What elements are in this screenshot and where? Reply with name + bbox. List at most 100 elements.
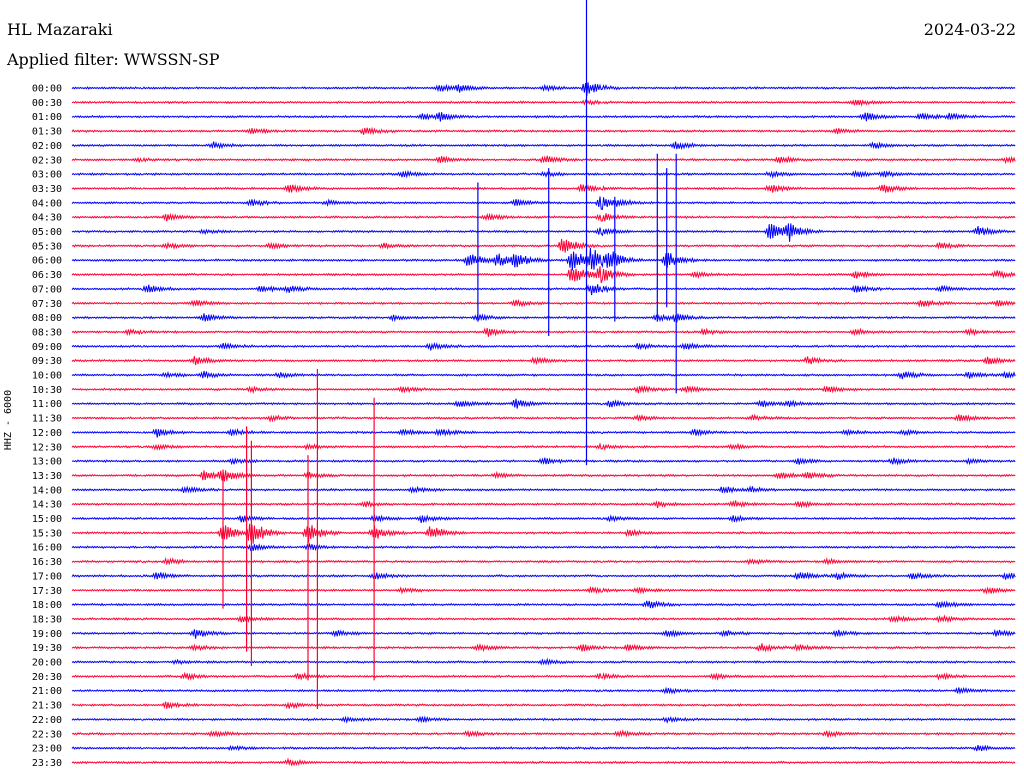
time-label: 21:30 bbox=[32, 701, 62, 712]
time-label: 19:30 bbox=[32, 643, 62, 654]
time-label: 10:00 bbox=[32, 371, 62, 382]
trace-row bbox=[71, 370, 1016, 380]
time-label: 20:00 bbox=[32, 658, 62, 669]
time-label: 01:30 bbox=[32, 127, 62, 138]
time-label: 07:00 bbox=[32, 284, 62, 295]
time-label: 18:30 bbox=[32, 614, 62, 625]
trace-row bbox=[71, 196, 1016, 211]
trace-row bbox=[71, 757, 1016, 767]
time-label: 09:00 bbox=[32, 342, 62, 353]
trace-row bbox=[71, 657, 1016, 666]
time-label: 02:00 bbox=[32, 141, 62, 152]
time-label: 11:00 bbox=[32, 399, 62, 410]
trace-row bbox=[71, 98, 1016, 107]
trace-row bbox=[71, 499, 1016, 509]
filter-label: Applied filter: bbox=[7, 50, 119, 69]
trace-row bbox=[71, 614, 1016, 624]
trace-row bbox=[71, 729, 1016, 738]
trace-rows bbox=[71, 82, 1016, 767]
trace-row bbox=[71, 542, 1016, 552]
time-label: 16:00 bbox=[32, 543, 62, 554]
trace-row bbox=[71, 457, 1016, 466]
trace-row bbox=[71, 341, 1016, 351]
time-label: 00:30 bbox=[32, 98, 62, 109]
trace-row bbox=[71, 183, 1016, 193]
trace-row bbox=[71, 398, 1016, 409]
time-label: 15:30 bbox=[32, 528, 62, 539]
trace-row bbox=[71, 470, 1016, 482]
trace-row bbox=[71, 642, 1016, 653]
trace-row bbox=[71, 513, 1016, 524]
channel-label: HHZ - 6000 bbox=[3, 389, 14, 451]
time-label: 22:00 bbox=[32, 715, 62, 726]
time-label: 18:00 bbox=[32, 600, 62, 611]
time-label: 03:30 bbox=[32, 184, 62, 195]
trace-row bbox=[71, 313, 1016, 323]
time-label: 14:30 bbox=[32, 500, 62, 511]
time-label: 22:30 bbox=[32, 729, 62, 740]
trace-row bbox=[71, 298, 1016, 308]
trace-row bbox=[71, 428, 1016, 438]
time-label: 15:00 bbox=[32, 514, 62, 525]
time-label: 10:30 bbox=[32, 385, 62, 396]
time-label: 20:30 bbox=[32, 672, 62, 683]
trace-row bbox=[71, 266, 1016, 283]
trace-row bbox=[71, 112, 1016, 122]
trace-row bbox=[71, 600, 1016, 609]
trace-row bbox=[71, 141, 1016, 151]
trace-row bbox=[71, 413, 1016, 423]
time-label: 01:00 bbox=[32, 112, 62, 123]
time-label: 12:00 bbox=[32, 428, 62, 439]
trace-row bbox=[71, 556, 1016, 566]
trace-row bbox=[71, 686, 1016, 695]
time-label: 06:00 bbox=[32, 256, 62, 267]
time-label: 02:30 bbox=[32, 155, 62, 166]
time-label: 17:30 bbox=[32, 586, 62, 597]
time-label: 23:30 bbox=[32, 758, 62, 769]
time-label: 11:30 bbox=[32, 414, 62, 425]
trace-row bbox=[71, 628, 1016, 639]
time-label: 14:00 bbox=[32, 485, 62, 496]
trace-row bbox=[71, 284, 1016, 296]
time-label: 13:30 bbox=[32, 471, 62, 482]
trace-row bbox=[71, 247, 1016, 271]
time-label: 05:30 bbox=[32, 241, 62, 252]
trace-row bbox=[71, 744, 1016, 752]
station-name: HL Mazaraki bbox=[7, 20, 113, 39]
time-label: 23:00 bbox=[32, 744, 62, 755]
time-labels: 00:00 00:30 01:00 01:30 02:00 02:30 03:00 03:30… bbox=[32, 84, 62, 769]
time-label: 21:00 bbox=[32, 686, 62, 697]
filter-name: WWSSN-SP bbox=[123, 50, 220, 69]
time-label: 08:30 bbox=[32, 327, 62, 338]
time-label: 03:00 bbox=[32, 170, 62, 181]
filter-info: Applied filter: WWSSN-SP bbox=[7, 52, 220, 68]
time-label: 05:00 bbox=[32, 227, 62, 238]
trace-row bbox=[71, 701, 1016, 710]
trace-row bbox=[71, 327, 1016, 337]
spike-overlays bbox=[222, 0, 677, 710]
time-label: 12:30 bbox=[32, 442, 62, 453]
trace-row bbox=[71, 238, 1016, 253]
trace-row bbox=[71, 571, 1016, 580]
time-label: 04:30 bbox=[32, 213, 62, 224]
time-label: 17:00 bbox=[32, 571, 62, 582]
trace-row bbox=[71, 485, 1016, 494]
trace-row bbox=[71, 169, 1016, 179]
time-label: 16:30 bbox=[32, 557, 62, 568]
trace-row bbox=[71, 523, 1016, 544]
time-label: 19:00 bbox=[32, 629, 62, 640]
time-label: 06:30 bbox=[32, 270, 62, 281]
trace-row bbox=[71, 356, 1016, 366]
time-label: 07:30 bbox=[32, 299, 62, 310]
trace-row bbox=[71, 223, 1016, 242]
trace-row bbox=[71, 384, 1016, 395]
time-label: 13:00 bbox=[32, 457, 62, 468]
trace-row bbox=[71, 212, 1016, 222]
time-label: 09:30 bbox=[32, 356, 62, 367]
recording-date: 2024-03-22 bbox=[923, 20, 1016, 39]
trace-row bbox=[71, 82, 1016, 96]
trace-row bbox=[71, 671, 1016, 682]
time-label: 08:00 bbox=[32, 313, 62, 324]
trace-row bbox=[71, 715, 1016, 725]
